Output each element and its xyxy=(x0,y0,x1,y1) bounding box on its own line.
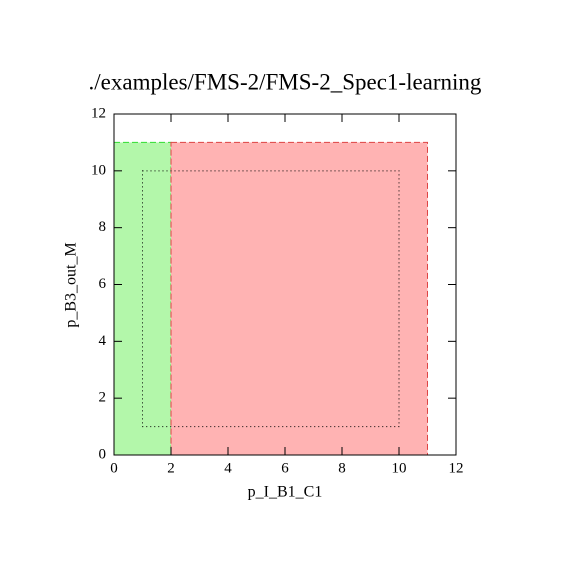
y-tick-label: 4 xyxy=(99,333,107,349)
x-tick-label: 8 xyxy=(338,460,346,476)
y-tick-label: 12 xyxy=(91,105,106,121)
region xyxy=(170,141,428,456)
x-tick-label: 12 xyxy=(449,460,464,476)
y-axis-label: p_B3_out_M xyxy=(63,242,80,327)
x-tick-label: 0 xyxy=(110,460,118,476)
y-tick-label: 8 xyxy=(99,219,107,235)
y-tick-label: 6 xyxy=(99,276,107,292)
x-axis-label: p_I_B1_C1 xyxy=(248,484,323,501)
x-tick-label: 2 xyxy=(167,460,175,476)
y-tick-label: 10 xyxy=(91,162,106,178)
x-tick-label: 4 xyxy=(224,460,232,476)
chart-title: ./examples/FMS-2/FMS-2_Spec1-learning xyxy=(89,69,482,94)
y-tick-label: 0 xyxy=(99,446,107,462)
x-tick-label: 10 xyxy=(392,460,407,476)
y-tick-label: 2 xyxy=(99,390,107,406)
region xyxy=(142,170,400,428)
x-tick-label: 6 xyxy=(281,460,289,476)
